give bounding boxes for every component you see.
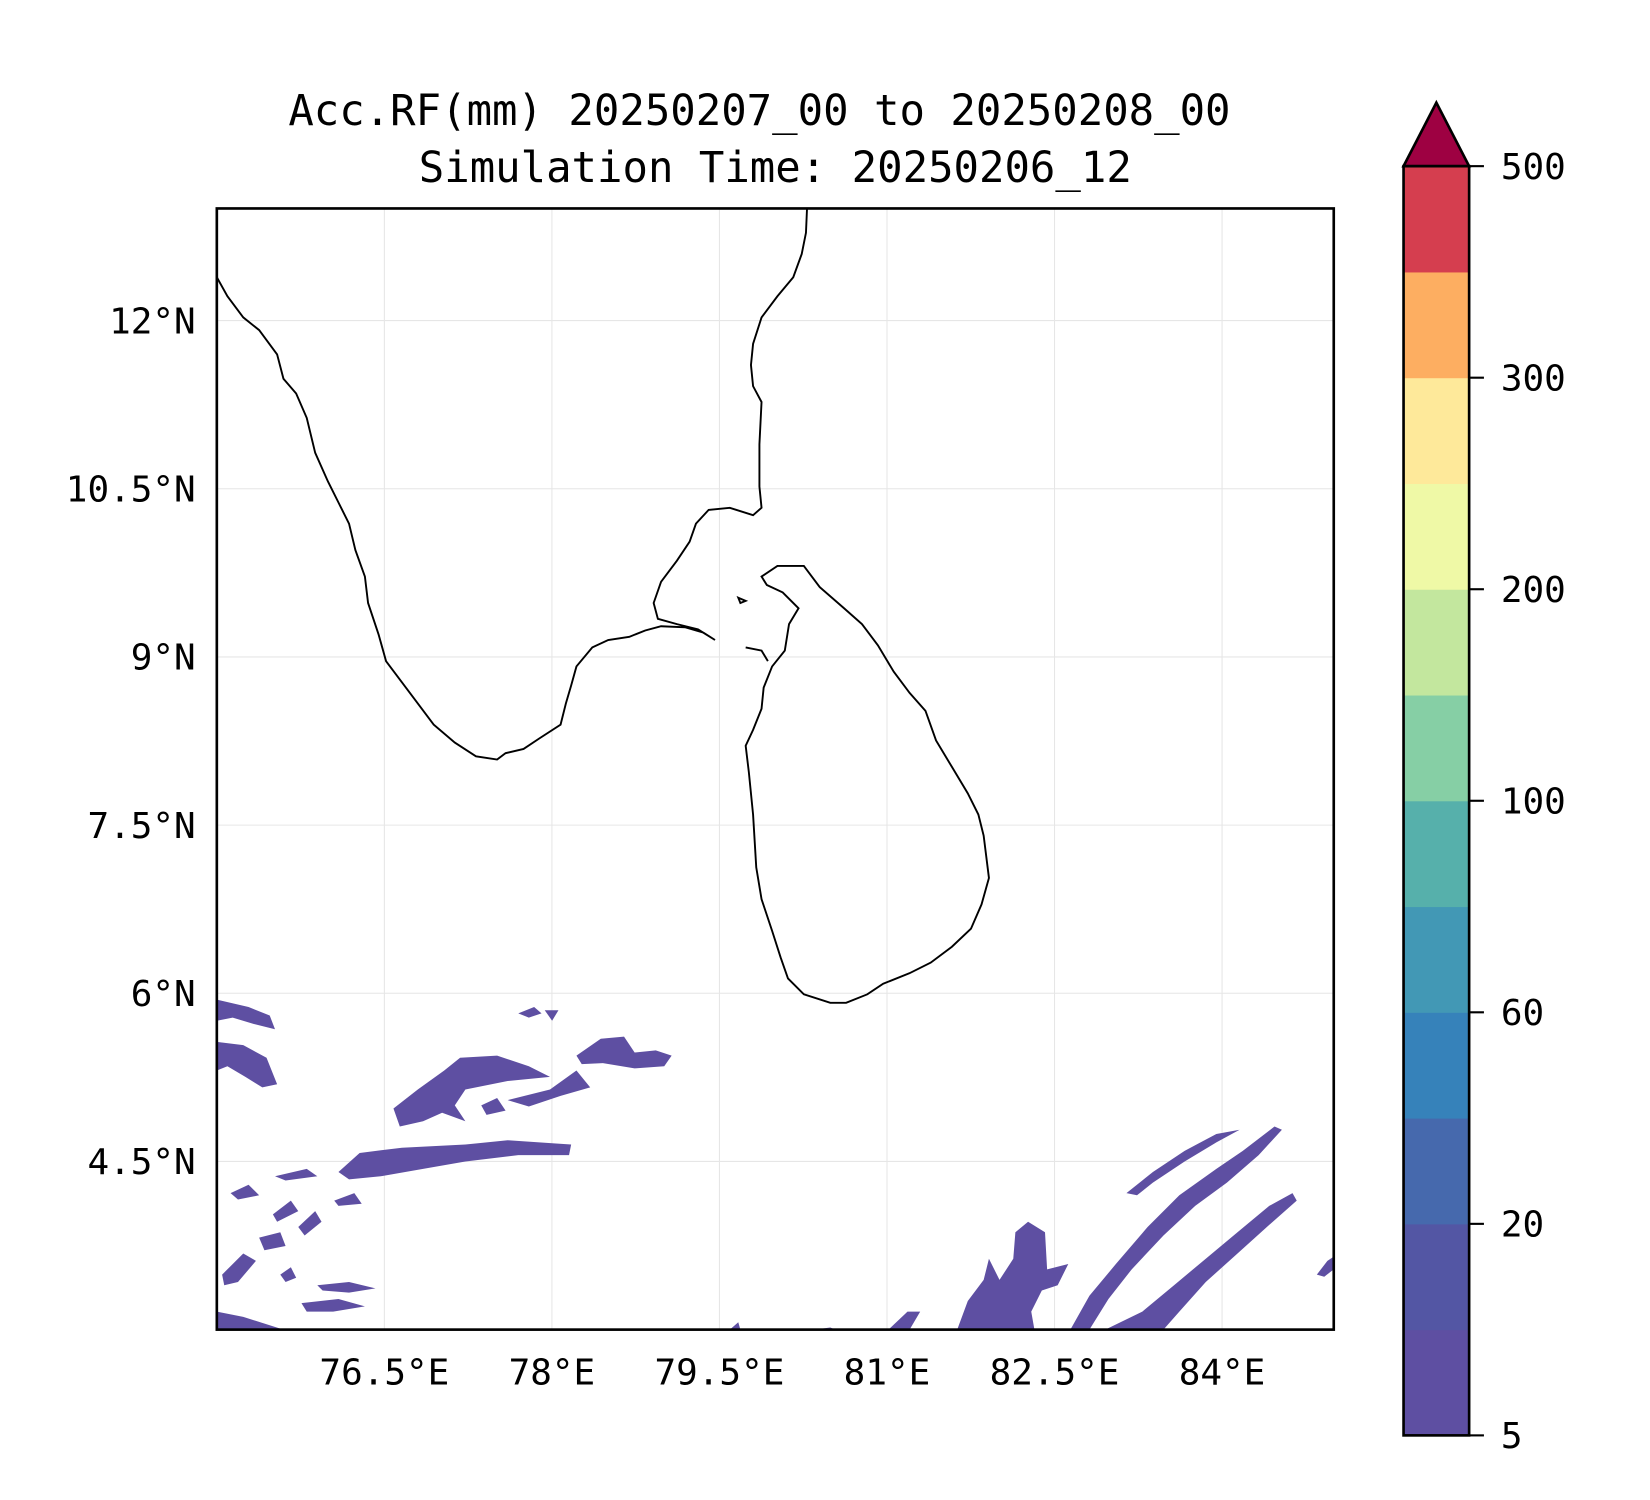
rain-patch	[576, 1036, 672, 1069]
rain-patch	[334, 1193, 362, 1206]
colorbar-bin	[1403, 271, 1470, 379]
colorbar: 5 20 60 100 200 300 500	[1401, 99, 1566, 1457]
rain-patch	[481, 1097, 506, 1115]
rain-patch	[259, 1232, 286, 1251]
rain-patch	[275, 1168, 318, 1181]
colorbar-bin	[1403, 695, 1470, 802]
rain-patch	[957, 1221, 1069, 1330]
coastlines	[216, 208, 990, 1004]
rain-patch	[518, 1007, 559, 1021]
colorbar-bin	[1403, 1118, 1470, 1225]
rain-patch	[272, 1200, 299, 1222]
y-tick-label: 7.5°N	[87, 806, 195, 847]
x-tick-label: 81°E	[844, 1353, 931, 1394]
colorbar-bin	[1403, 1012, 1470, 1119]
colorbar-bin	[1403, 1223, 1470, 1331]
rain-patch	[1070, 1126, 1282, 1330]
colorbar-tick-label: 500	[1501, 147, 1566, 188]
rain-patch	[1316, 1256, 1334, 1277]
x-tick-label: 82.5°E	[990, 1353, 1120, 1394]
colorbar-extend-arrow	[1401, 99, 1472, 168]
rain-patch	[216, 1311, 284, 1330]
gridlines	[216, 208, 1334, 1330]
colorbar-tick-label: 20	[1501, 1205, 1544, 1246]
colorbar-bin	[1403, 800, 1470, 908]
india-coastline	[216, 208, 808, 761]
colorbar-tick-label: 300	[1501, 358, 1566, 399]
rain-patch	[1126, 1129, 1240, 1196]
y-axis: 4.5°N 6°N 7.5°N 9°N 10.5°N 12°N	[66, 301, 196, 1183]
x-tick-label: 76.5°E	[319, 1353, 449, 1394]
rain-patch	[507, 1070, 591, 1107]
colorbar-bin	[1403, 1329, 1470, 1436]
y-tick-label: 6°N	[131, 974, 196, 1015]
colorbar-bin	[1403, 166, 1470, 273]
colorbar-tick-label: 100	[1501, 781, 1566, 822]
colorbar-bin	[1403, 377, 1470, 484]
rain-patch	[230, 1184, 260, 1200]
y-tick-label: 9°N	[131, 638, 196, 679]
x-tick-label: 84°E	[1179, 1353, 1266, 1394]
sri-lanka-coastline	[744, 565, 990, 1004]
colorbar-tick-label: 60	[1501, 993, 1544, 1034]
colorbar-bin	[1403, 589, 1470, 696]
rain-patch	[298, 1211, 322, 1236]
rain-patch	[338, 1140, 572, 1180]
island-coastline	[736, 595, 769, 662]
rain-patch	[393, 1055, 550, 1127]
rain-patch	[301, 1298, 365, 1312]
rain-patch	[1105, 1193, 1297, 1330]
colorbar-tick-label: 5	[1501, 1416, 1523, 1457]
map-frame	[215, 207, 1336, 1331]
rain-patch	[317, 1282, 376, 1293]
x-axis: 76.5°E 78°E 79.5°E 81°E 82.5°E 84°E	[319, 1353, 1265, 1394]
title-line-1: Acc.RF(mm) 20250207_00 to 20250208_00	[288, 86, 1230, 135]
x-tick-label: 78°E	[509, 1353, 596, 1394]
y-tick-label: 12°N	[109, 301, 196, 342]
rain-patch	[216, 1041, 278, 1088]
colorbar-bin	[1403, 906, 1470, 1013]
colorbar-tick-label: 200	[1501, 570, 1566, 611]
rainfall-field	[216, 999, 1334, 1330]
y-tick-label: 10.5°N	[66, 469, 196, 510]
rain-patch	[280, 1267, 297, 1283]
colorbar-bin	[1403, 483, 1470, 590]
rain-patch	[216, 999, 275, 1030]
y-tick-label: 4.5°N	[87, 1142, 195, 1183]
rain-patch	[888, 1311, 921, 1330]
rain-patch	[222, 1253, 256, 1286]
x-tick-label: 79.5°E	[655, 1353, 785, 1394]
title-line-2: Simulation Time: 20250206_12	[419, 143, 1132, 192]
